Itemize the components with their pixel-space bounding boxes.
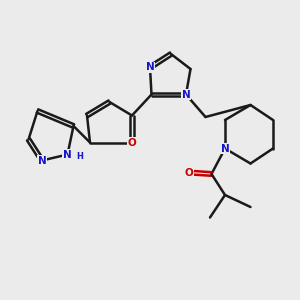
Text: O: O [128, 137, 136, 148]
Text: N: N [146, 62, 154, 73]
Text: O: O [184, 167, 194, 178]
Text: N: N [182, 89, 190, 100]
Text: N: N [220, 143, 230, 154]
Text: H: H [77, 152, 83, 161]
Text: N: N [38, 155, 46, 166]
Text: N: N [63, 149, 72, 160]
